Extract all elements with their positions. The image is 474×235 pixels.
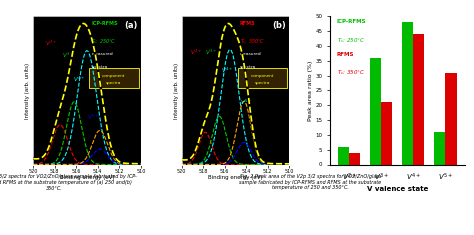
Text: $T_s$: 350°C: $T_s$: 350°C (240, 37, 265, 46)
Text: (a): (a) (124, 21, 137, 30)
Bar (237, 68, 287, 87)
X-axis label: Binding energy (eV): Binding energy (eV) (60, 175, 114, 180)
X-axis label: V valence state: V valence state (366, 186, 428, 192)
Text: $V^{3+}$: $V^{3+}$ (205, 48, 218, 57)
Bar (349, 153, 360, 164)
Text: $T_c$: 350°C: $T_c$: 350°C (337, 68, 365, 77)
Text: RFMS: RFMS (240, 21, 255, 26)
Text: $V^{2+}$: $V^{2+}$ (190, 48, 202, 57)
X-axis label: Binding energy (eV): Binding energy (eV) (208, 175, 263, 180)
Text: spectra: spectra (91, 65, 108, 69)
Text: $T_c$: 250°C: $T_c$: 250°C (337, 36, 365, 45)
Text: ICP-RFMS: ICP-RFMS (91, 21, 118, 26)
Bar (370, 58, 381, 164)
Text: spectra: spectra (106, 81, 121, 85)
Text: $V^{4+}$: $V^{4+}$ (221, 66, 234, 75)
Y-axis label: Peak area ratio (%): Peak area ratio (%) (308, 60, 312, 121)
Bar (445, 73, 456, 164)
Text: spectra: spectra (255, 81, 270, 85)
Text: component: component (102, 74, 126, 78)
Text: measured: measured (240, 52, 262, 56)
Text: $V^{4+}$: $V^{4+}$ (73, 74, 85, 84)
Text: $T_s$: 250°C: $T_s$: 250°C (91, 37, 117, 46)
Text: Fig. 1 V 2p3/2 spectra for VO2/ZnO/glass sample fabricated by ICP-
RFMS and RFMS: Fig. 1 V 2p3/2 spectra for VO2/ZnO/glass… (0, 174, 137, 191)
Bar (338, 147, 349, 164)
Text: ICP-RFMS: ICP-RFMS (337, 20, 366, 24)
Text: $V^{3+}$: $V^{3+}$ (62, 51, 74, 60)
Text: measured: measured (91, 52, 113, 56)
Text: component: component (251, 74, 274, 78)
Bar (413, 34, 425, 164)
Y-axis label: Intensity (arb. units): Intensity (arb. units) (174, 63, 179, 118)
Text: Fig. 2 Peak area of the V2p 3/2 spectra for VO2/ZnO/glass
sample fabricated by I: Fig. 2 Peak area of the V2p 3/2 spectra … (239, 174, 382, 191)
Text: $V^{5+}$: $V^{5+}$ (240, 98, 252, 107)
Bar (89, 68, 138, 87)
Text: RFMS: RFMS (337, 52, 354, 57)
Text: spectra: spectra (240, 65, 256, 69)
Y-axis label: Intensity (arb. units): Intensity (arb. units) (26, 63, 30, 118)
Text: (b): (b) (272, 21, 286, 30)
Bar (402, 22, 413, 164)
Bar (381, 102, 392, 164)
Text: $V^{2+}$: $V^{2+}$ (45, 39, 57, 48)
Text: $V^{5+}$: $V^{5+}$ (87, 113, 99, 122)
Bar (434, 132, 445, 164)
